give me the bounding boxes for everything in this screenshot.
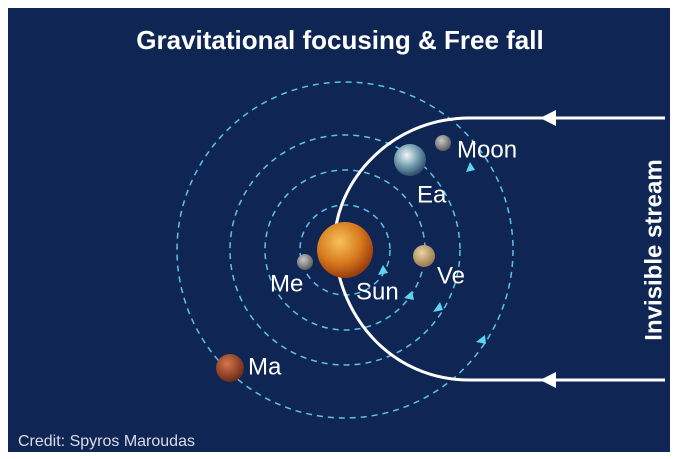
venus-label: Ve bbox=[437, 262, 465, 289]
credit: Credit: Spyros Maroudas bbox=[18, 433, 195, 450]
earth-label: Ea bbox=[417, 181, 447, 208]
mercury-label: Me bbox=[270, 270, 303, 297]
mercury bbox=[297, 254, 313, 270]
sun-label: Sun bbox=[356, 278, 399, 305]
earth bbox=[394, 144, 426, 176]
stream-label: Invisible stream bbox=[640, 159, 667, 340]
mars bbox=[216, 354, 244, 382]
moon-label: Moon bbox=[457, 136, 517, 163]
moon bbox=[435, 135, 451, 151]
sun bbox=[317, 222, 373, 278]
title: Gravitational focusing & Free fall bbox=[136, 25, 543, 55]
mars-label: Ma bbox=[248, 353, 282, 380]
venus bbox=[413, 245, 435, 267]
diagram: Gravitational focusing & Free fall Invis… bbox=[0, 0, 678, 459]
